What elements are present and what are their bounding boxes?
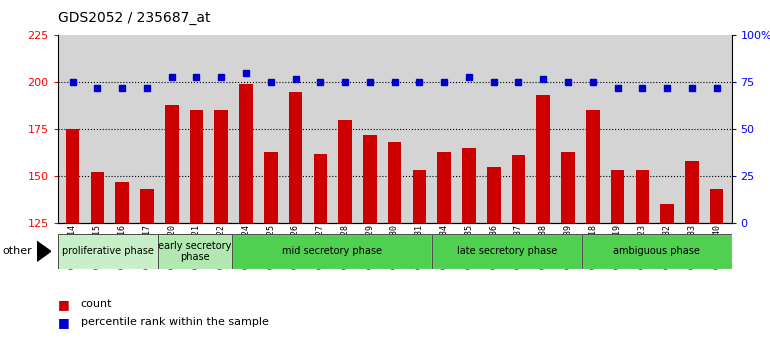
Bar <box>65 129 79 223</box>
Bar <box>462 148 476 223</box>
Text: proliferative phase: proliferative phase <box>62 246 153 256</box>
Bar <box>582 234 732 269</box>
Bar <box>58 234 158 269</box>
Bar <box>289 92 303 223</box>
Text: ■: ■ <box>58 298 69 311</box>
Bar <box>116 182 129 223</box>
Bar <box>165 105 179 223</box>
Bar <box>487 167 500 223</box>
Bar <box>635 171 649 223</box>
Bar <box>158 234 233 269</box>
Bar <box>158 234 233 269</box>
Bar <box>685 161 698 223</box>
Bar <box>264 152 278 223</box>
Text: other: other <box>2 246 32 256</box>
Bar <box>511 155 525 223</box>
Bar <box>140 189 154 223</box>
Text: late secretory phase: late secretory phase <box>457 246 557 256</box>
Bar <box>582 234 732 269</box>
Text: ■: ■ <box>58 316 69 329</box>
Bar <box>437 152 451 223</box>
Bar <box>313 154 327 223</box>
Bar <box>432 234 582 269</box>
Bar <box>58 234 158 269</box>
Bar <box>586 110 600 223</box>
Bar <box>413 171 427 223</box>
Bar <box>661 204 674 223</box>
Text: GDS2052 / 235687_at: GDS2052 / 235687_at <box>58 11 210 25</box>
Text: ambiguous phase: ambiguous phase <box>613 246 700 256</box>
Bar <box>239 84 253 223</box>
Text: count: count <box>81 299 112 309</box>
Bar <box>388 142 401 223</box>
Bar <box>233 234 432 269</box>
Text: early secretory
phase: early secretory phase <box>159 240 232 262</box>
Bar <box>338 120 352 223</box>
Text: percentile rank within the sample: percentile rank within the sample <box>81 317 269 327</box>
Bar <box>214 110 228 223</box>
Bar <box>432 234 582 269</box>
Bar <box>91 172 104 223</box>
Bar <box>363 135 377 223</box>
Bar <box>561 152 575 223</box>
Polygon shape <box>37 241 51 261</box>
Bar <box>611 171 624 223</box>
Bar <box>710 189 724 223</box>
Text: mid secretory phase: mid secretory phase <box>283 246 382 256</box>
Bar <box>233 234 432 269</box>
Bar <box>189 110 203 223</box>
Bar <box>537 96 550 223</box>
